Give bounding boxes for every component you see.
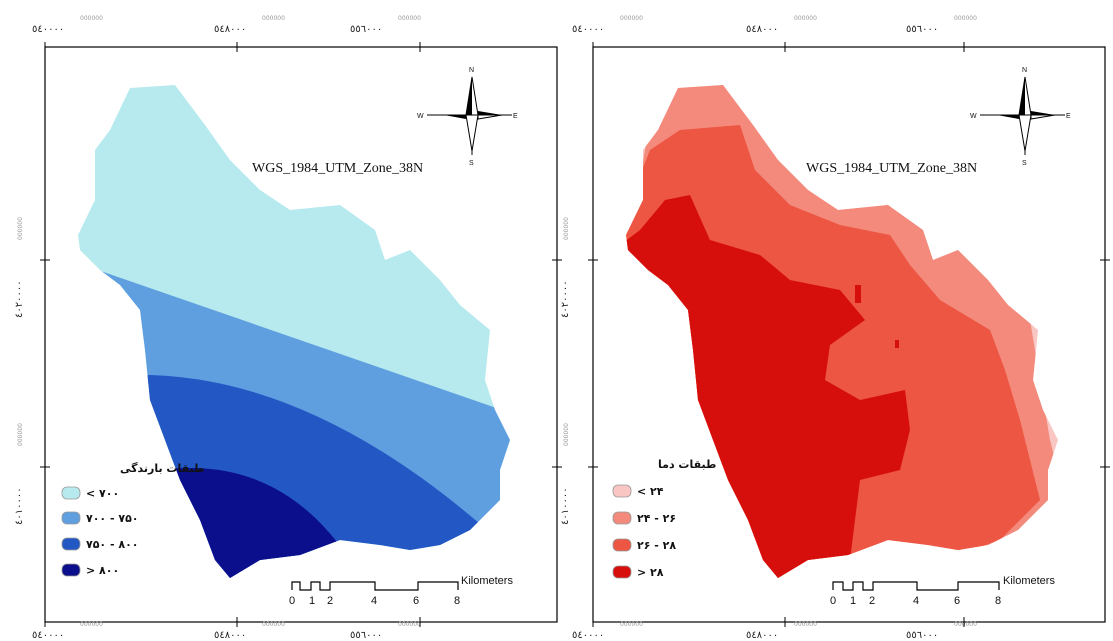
scale-unit: Kilometers bbox=[461, 575, 513, 587]
svg-text:< ۷۰۰: < ۷۰۰ bbox=[86, 487, 119, 500]
legend-title: طبقات بارندگی bbox=[120, 462, 204, 475]
scale-tick: 0 bbox=[289, 595, 295, 607]
north-letter: N bbox=[469, 67, 474, 74]
north-arrow-icon: N S E W bbox=[970, 67, 1071, 167]
coord-suffix: 000000 bbox=[563, 423, 570, 446]
legend-item: ۷۵۰ - ۸۰۰ bbox=[61, 537, 139, 551]
coord-suffix: 000000 bbox=[398, 621, 421, 628]
svg-text:۷۰۰ - ۷۵۰: ۷۰۰ - ۷۵۰ bbox=[86, 512, 139, 525]
scale-tick: 1 bbox=[309, 595, 315, 607]
scale-unit: Kilometers bbox=[1003, 575, 1055, 587]
north-arrow-icon: N S E W bbox=[417, 67, 518, 167]
scale-tick: 2 bbox=[869, 595, 875, 607]
scale-tick: 6 bbox=[413, 595, 419, 607]
scale-bar: 0 1 2 4 6 8 Kilometers bbox=[830, 575, 1055, 607]
coord-label: ٥٥٦٠٠٠ bbox=[350, 630, 382, 641]
coord-label: ٥٤٠٠٠٠ bbox=[32, 630, 64, 641]
coord-label: ٥٥٦٠٠٠ bbox=[906, 24, 938, 35]
coord-label: ٥٤٠٠٠٠ bbox=[572, 24, 604, 35]
coord-label: ٤٠١٠٠٠٠ bbox=[14, 487, 25, 525]
coord-suffix: 000000 bbox=[80, 15, 103, 22]
left-map-panel: ٥٤٠٠٠٠ 000000 ٥٤٨٠٠٠ 000000 ٥٥٦٠٠٠ 00000… bbox=[14, 15, 562, 641]
coord-label: ٥٤٠٠٠٠ bbox=[572, 630, 604, 641]
coord-suffix: 000000 bbox=[794, 621, 817, 628]
scale-tick: 0 bbox=[830, 595, 836, 607]
east-letter: E bbox=[1066, 113, 1071, 120]
svg-text:۲۶ - ۲۸: ۲۶ - ۲۸ bbox=[637, 539, 676, 552]
scale-tick: 8 bbox=[454, 595, 460, 607]
coord-suffix: 000000 bbox=[398, 15, 421, 22]
coord-label: ٥٤٨٠٠٠ bbox=[214, 630, 246, 641]
svg-text:> ۸۰۰: > ۸۰۰ bbox=[86, 564, 119, 577]
coord-suffix: 000000 bbox=[262, 621, 285, 628]
projection-label: WGS_1984_UTM_Zone_38N bbox=[806, 161, 977, 176]
legend-item: ۲۴ - ۲۶ bbox=[612, 511, 676, 525]
west-letter: W bbox=[417, 113, 424, 120]
coord-suffix: 000000 bbox=[17, 217, 24, 240]
coord-suffix: 000000 bbox=[954, 621, 977, 628]
coord-suffix: 000000 bbox=[262, 15, 285, 22]
coord-suffix: 000000 bbox=[794, 15, 817, 22]
legend-item: < ۲۴ bbox=[612, 484, 664, 498]
east-letter: E bbox=[513, 113, 518, 120]
west-letter: W bbox=[970, 113, 977, 120]
coord-suffix: 000000 bbox=[620, 621, 643, 628]
legend-item: < ۷۰۰ bbox=[61, 486, 119, 500]
coord-suffix: 000000 bbox=[17, 423, 24, 446]
svg-text:< ۲۴: < ۲۴ bbox=[637, 485, 664, 498]
legend-item: > ۸۰۰ bbox=[61, 563, 119, 577]
coord-suffix: 000000 bbox=[80, 621, 103, 628]
scale-tick: 4 bbox=[371, 595, 377, 607]
coord-label: ٥٤٠٠٠٠ bbox=[32, 24, 64, 35]
coord-suffix: 000000 bbox=[620, 15, 643, 22]
temperature-legend: طبقات دما < ۲۴ ۲۴ - ۲۶ ۲۶ - ۲۸ > ۲۸ bbox=[612, 458, 716, 579]
coord-label: ٤٠٢٠٠٠٠ bbox=[560, 280, 571, 318]
coord-label: ٤٠١٠٠٠٠ bbox=[560, 487, 571, 525]
coord-suffix: 000000 bbox=[954, 15, 977, 22]
south-letter: S bbox=[469, 160, 474, 167]
scale-bar: 0 1 2 4 6 8 Kilometers bbox=[289, 575, 513, 607]
legend-item: > ۲۸ bbox=[612, 565, 664, 579]
legend-item: ۷۰۰ - ۷۵۰ bbox=[61, 511, 139, 525]
coord-label: ٥٤٨٠٠٠ bbox=[746, 24, 778, 35]
scale-tick: 6 bbox=[954, 595, 960, 607]
south-letter: S bbox=[1022, 160, 1027, 167]
rainfall-legend: طبقات بارندگی < ۷۰۰ ۷۰۰ - ۷۵۰ ۷۵۰ - ۸۰۰ … bbox=[61, 462, 204, 577]
legend-title: طبقات دما bbox=[658, 458, 716, 471]
coord-label: ٥٤٨٠٠٠ bbox=[214, 24, 246, 35]
coord-label: ٤٠٢٠٠٠٠ bbox=[14, 280, 25, 318]
scale-tick: 4 bbox=[913, 595, 919, 607]
coord-label: ٥٥٦٠٠٠ bbox=[906, 630, 938, 641]
right-map-panel: ٥٤٠٠٠٠ 000000 ٥٤٨٠٠٠ 000000 ٥٥٦٠٠٠ 00000… bbox=[560, 15, 1110, 641]
svg-text:۲۴ - ۲۶: ۲۴ - ۲۶ bbox=[637, 512, 676, 525]
svg-text:۷۵۰ - ۸۰۰: ۷۵۰ - ۸۰۰ bbox=[86, 538, 139, 551]
scale-tick: 2 bbox=[327, 595, 333, 607]
scale-tick: 1 bbox=[850, 595, 856, 607]
coord-label: ٥٥٦٠٠٠ bbox=[350, 24, 382, 35]
coord-suffix: 000000 bbox=[563, 217, 570, 240]
legend-item: ۲۶ - ۲۸ bbox=[612, 538, 676, 552]
north-letter: N bbox=[1022, 67, 1027, 74]
svg-text:> ۲۸: > ۲۸ bbox=[637, 566, 664, 579]
coord-label: ٥٤٨٠٠٠ bbox=[746, 630, 778, 641]
scale-tick: 8 bbox=[995, 595, 1001, 607]
projection-label: WGS_1984_UTM_Zone_38N bbox=[252, 161, 423, 176]
